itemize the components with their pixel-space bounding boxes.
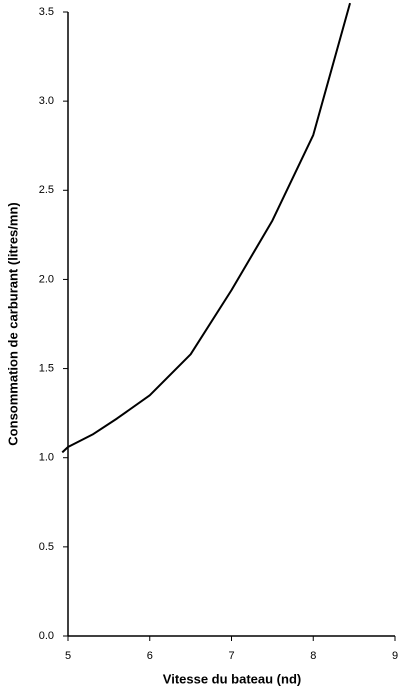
- y-tick-label: 0.5: [39, 541, 54, 553]
- line: [61, 2, 352, 454]
- y-tick-label: 1.5: [39, 362, 54, 374]
- y-axis-title: Consommation de carburant (litres/mn): [5, 202, 20, 445]
- x-axis-title: Vitesse du bateau (nd): [163, 671, 301, 686]
- x-tick-label: 8: [310, 650, 316, 662]
- y-tick-label: 1.0: [39, 452, 54, 464]
- x-tick-label: 9: [392, 650, 398, 662]
- y-tick-label: 3.0: [39, 95, 54, 107]
- y-tick-label: 2.5: [39, 184, 54, 196]
- x-tick-label: 6: [147, 650, 153, 662]
- x-tick-label: 5: [65, 650, 71, 662]
- y-tick-label: 2.0: [39, 273, 54, 285]
- y-tick-label: 3.5: [39, 6, 54, 18]
- x-tick-label: 7: [228, 650, 234, 662]
- y-tick-label: 0.0: [39, 630, 54, 642]
